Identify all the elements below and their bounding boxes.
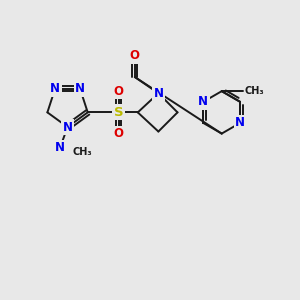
Text: N: N [153,87,164,100]
Text: S: S [114,106,123,119]
Text: N: N [55,141,65,154]
Text: CH₃: CH₃ [72,147,92,157]
Text: CH₃: CH₃ [244,86,264,96]
Text: N: N [63,121,73,134]
Text: O: O [114,85,124,98]
Text: N: N [235,116,245,130]
Text: O: O [130,50,140,62]
Text: N: N [50,82,60,95]
Text: N: N [75,82,85,95]
Text: O: O [114,127,124,140]
Text: N: N [198,95,208,108]
